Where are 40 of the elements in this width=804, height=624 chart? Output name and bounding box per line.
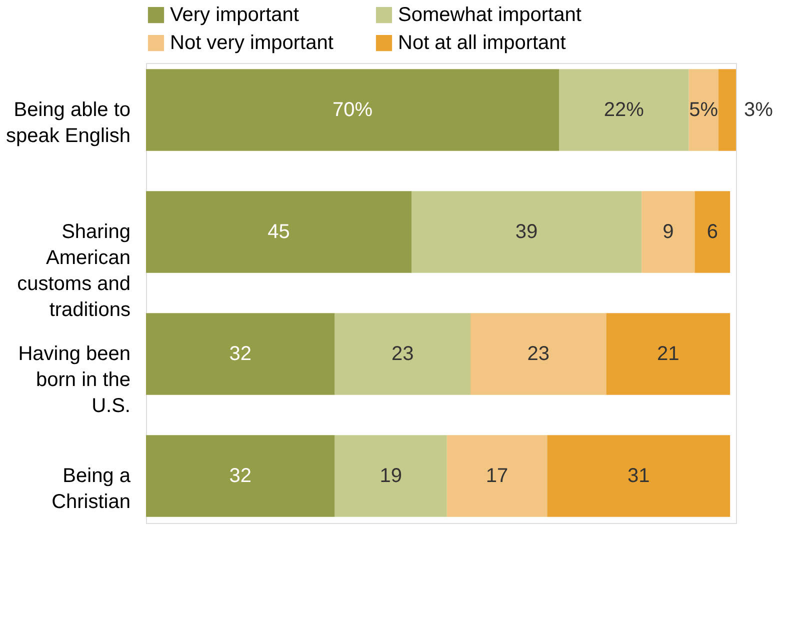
bar — [146, 435, 335, 517]
data-label: 9 — [662, 220, 674, 243]
bar — [146, 191, 412, 273]
data-label: 32 — [229, 343, 252, 366]
bar — [606, 313, 730, 395]
data-label: 6 — [706, 220, 718, 243]
bar — [334, 313, 470, 395]
data-label: 23 — [392, 343, 414, 366]
bar — [559, 69, 689, 151]
legend-label: Somewhat important — [398, 4, 582, 26]
bar — [694, 191, 730, 273]
y-tick-label: Being a Christian — [52, 465, 132, 514]
data-label: 45 — [268, 220, 290, 243]
data-label: 32 — [229, 465, 252, 488]
data-label: 5% — [689, 98, 718, 121]
data-label: 70% — [332, 98, 373, 121]
data-label: 17 — [486, 465, 508, 488]
legend-label: Not very important — [170, 32, 334, 54]
data-label: 39 — [515, 220, 538, 243]
data-label: 3% — [744, 98, 774, 121]
y-tick-label: Sharing American customs and traditions — [17, 220, 130, 321]
y-tick-label: Having been born in the U.S. — [18, 343, 130, 418]
bar — [412, 191, 642, 273]
bar — [718, 69, 736, 151]
data-label: 22% — [604, 98, 644, 121]
y-tick-label: Being able to speak English — [6, 98, 130, 147]
data-label: 21 — [657, 343, 680, 366]
bar — [146, 69, 559, 151]
data-label: 31 — [628, 465, 650, 488]
bar — [547, 435, 730, 517]
bar — [146, 313, 335, 395]
bar — [470, 313, 606, 395]
bar — [446, 435, 548, 517]
bar — [688, 69, 718, 151]
bar — [334, 435, 447, 517]
legend-label: Very important — [170, 4, 300, 26]
bar — [642, 191, 695, 273]
data-label: 19 — [380, 465, 402, 488]
legend-label: Not at all important — [398, 32, 566, 54]
data-label: 23 — [527, 343, 550, 366]
